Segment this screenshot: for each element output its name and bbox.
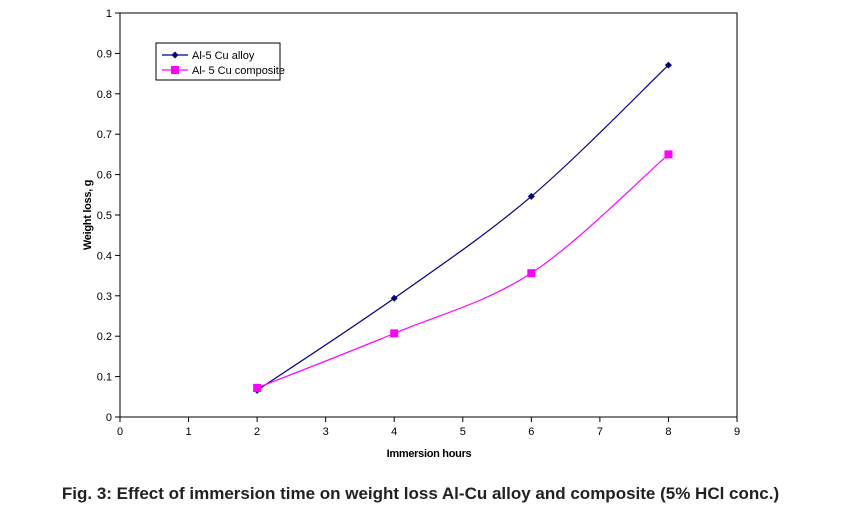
x-tick-label: 9 (734, 426, 740, 438)
y-tick-label: 0.9 (97, 48, 112, 60)
data-point (664, 61, 672, 69)
legend-marker (171, 66, 179, 74)
x-tick-label: 4 (391, 426, 397, 438)
x-tick-label: 7 (597, 426, 603, 438)
figure-caption: Fig. 3: Effect of immersion time on weig… (61, 484, 780, 503)
data-point (390, 294, 398, 302)
series-composite (253, 150, 673, 392)
x-tick-label: 2 (254, 426, 260, 438)
x-tick-label: 8 (665, 426, 671, 438)
data-point (527, 269, 536, 278)
x-tick-label: 5 (460, 426, 466, 438)
y-tick-label: 0.6 (97, 170, 112, 182)
y-tick-label: 1 (106, 8, 112, 20)
line-chart: 0 1 2 3 4 5 6 7 8 900.10.20.30.40.50.60.70.80.91 … (82, 8, 740, 460)
x-tick-label: 0 (117, 426, 123, 438)
series-line (256, 153, 669, 389)
data-point (253, 383, 262, 392)
y-tick-label: 0.2 (97, 331, 112, 343)
data-point (390, 329, 399, 338)
y-tick-label: 0.8 (97, 89, 112, 101)
data-point (527, 192, 535, 200)
y-tick-label: 0.3 (97, 291, 112, 303)
y-tick-label: 0.4 (97, 250, 112, 262)
y-tick-label: 0.1 (97, 372, 112, 384)
legend-marker (171, 51, 179, 59)
legend: Al-5 Cu alloy Al- 5 Cu composite (155, 42, 285, 81)
x-tick-label: 3 (323, 426, 329, 438)
y-axis-label: Weight loss, g (82, 180, 94, 250)
series-line (256, 64, 669, 391)
x-tick-label: 1 (185, 426, 191, 438)
x-axis-label: Immersion hours (387, 448, 472, 460)
x-tick-label: 6 (528, 426, 534, 438)
y-tick-label: 0.7 (97, 129, 112, 141)
y-tick-label: 0 (106, 412, 112, 424)
data-point (664, 150, 673, 159)
legend-label: Al-5 Cu alloy (192, 50, 255, 62)
legend-label: Al- 5 Cu composite (192, 65, 285, 77)
y-tick-label: 0.5 (97, 210, 112, 222)
